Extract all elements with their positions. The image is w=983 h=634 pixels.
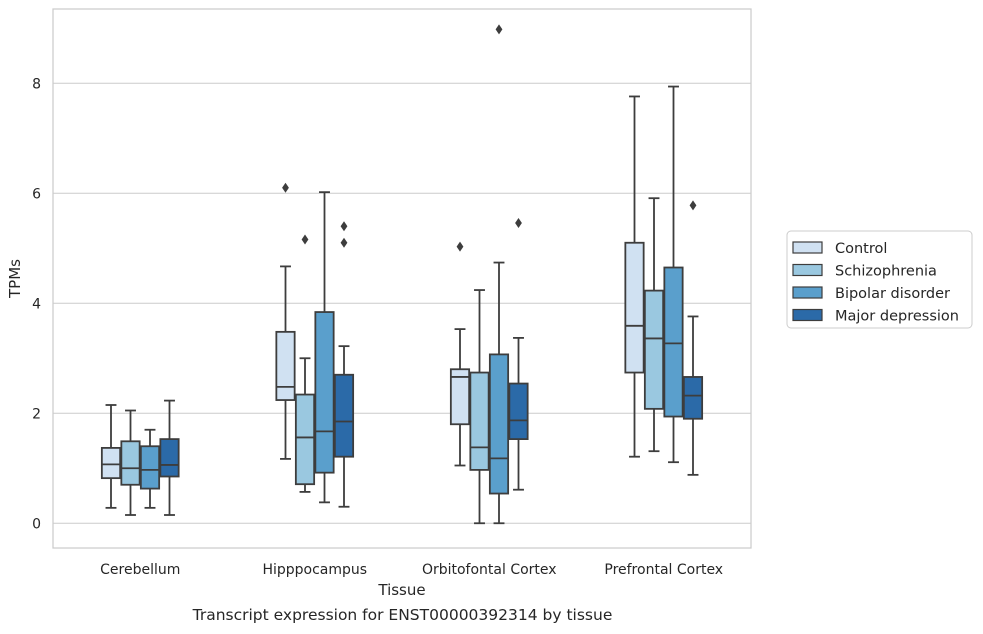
y-axis-title: TPMs	[6, 259, 24, 299]
box-body	[682, 376, 704, 420]
y-tick-label: 6	[32, 186, 41, 202]
y-tick-label: 4	[32, 296, 41, 312]
x-tick-label: Prefrontal Cortex	[604, 562, 723, 578]
outlier-point	[340, 237, 348, 248]
box-body	[333, 373, 355, 458]
box-body	[663, 266, 684, 418]
box-body	[314, 311, 335, 474]
box-body	[159, 438, 180, 478]
plot-area-frame	[52, 8, 752, 549]
box-major-depression	[682, 200, 704, 476]
box-control	[100, 404, 122, 509]
box-body	[275, 330, 296, 401]
box-body	[449, 368, 471, 426]
legend-swatch	[792, 286, 823, 299]
outlier-point	[495, 24, 503, 35]
x-tick-label: Orbitofontal Cortex	[422, 562, 557, 578]
box-control	[275, 182, 296, 460]
box-body	[508, 382, 529, 440]
box-major-depression	[333, 221, 355, 508]
legend-label: Bipolar disorder	[835, 286, 950, 302]
y-tick-label: 0	[32, 516, 41, 532]
x-axis-ticks: Cerebellum Hipppocampus Orbitofontal Corte…	[100, 562, 723, 578]
box-major-depression	[159, 399, 180, 516]
outlier-point	[340, 221, 348, 232]
box-bipolar-disorder	[139, 428, 161, 509]
legend-frame	[786, 230, 973, 329]
chart-caption: Transcript expression for ENST0000039231…	[192, 606, 613, 624]
box-body	[139, 445, 161, 490]
box-bipolar-disorder	[663, 85, 684, 464]
box-schizophrenia	[294, 234, 316, 493]
legend-label: Control	[835, 241, 887, 257]
legend: Control Schizophrenia Bipolar disorder Majo…	[786, 230, 973, 329]
outlier-point	[456, 241, 464, 252]
outlier-point	[301, 234, 309, 245]
box-body	[469, 371, 490, 471]
legend-swatch	[792, 308, 823, 322]
box-bipolar-disorder	[314, 191, 335, 504]
legend-swatch	[792, 263, 823, 277]
outlier-point	[689, 200, 697, 211]
legend-label: Major depression	[835, 309, 959, 325]
box-body	[488, 353, 510, 495]
x-tick-label: Hipppocampus	[262, 562, 367, 578]
box-schizophrenia	[643, 197, 665, 453]
y-tick-label: 8	[32, 76, 41, 92]
box-control	[624, 95, 645, 458]
box-schizophrenia	[469, 289, 490, 525]
outlier-point	[282, 182, 289, 193]
box-major-depression	[508, 217, 529, 491]
box-body	[624, 241, 645, 374]
y-tick-label: 2	[32, 406, 41, 422]
x-axis-title: Tissue	[377, 581, 425, 599]
boxes	[100, 24, 704, 525]
box-body	[100, 446, 122, 480]
legend-swatch	[792, 241, 823, 254]
legend-label: Schizophrenia	[835, 264, 937, 280]
box-body	[294, 393, 316, 486]
x-tick-label: Cerebellum	[100, 562, 180, 578]
y-axis-ticks: 0 2 4 6 8	[32, 76, 41, 532]
box-body	[643, 289, 665, 410]
box-bipolar-disorder	[488, 24, 510, 525]
box-control	[449, 241, 471, 467]
box-body	[120, 440, 141, 486]
outlier-point	[515, 217, 522, 228]
box-schizophrenia	[120, 409, 141, 516]
